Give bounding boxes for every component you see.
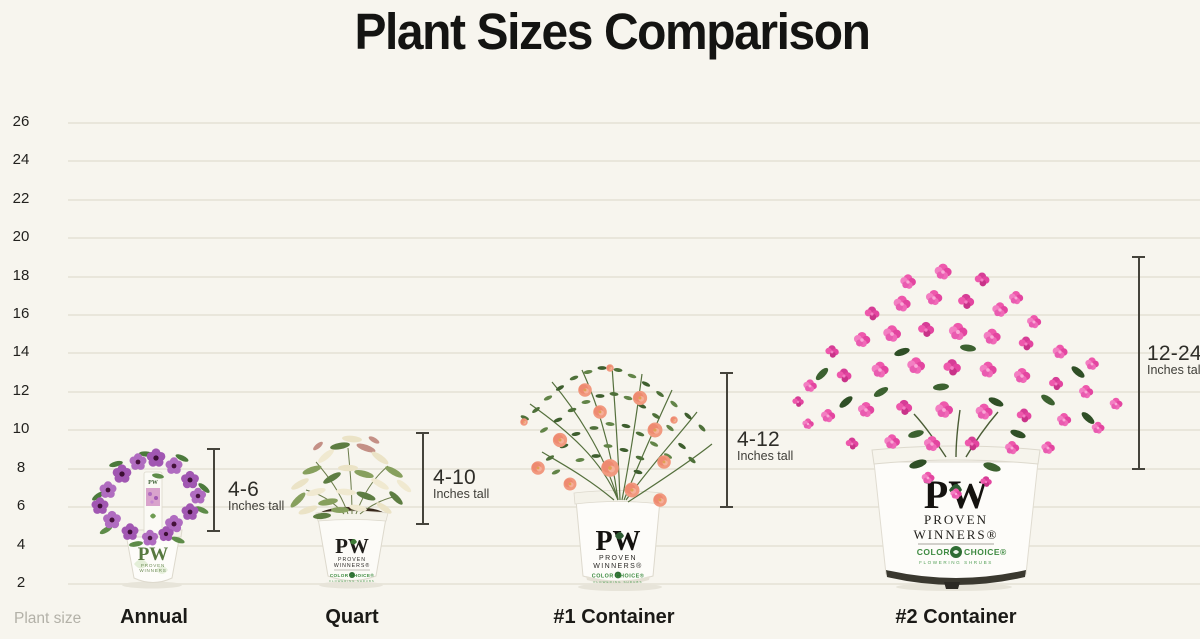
bracket-line: [726, 373, 728, 508]
pot-brand-line1: PROVEN: [924, 512, 988, 527]
plant-photo-quart: PW PROVEN WINNERS® COLOR CHOICE® FLOWERI…: [290, 435, 412, 589]
gridline: [68, 122, 1200, 124]
pot-quart: PW PROVEN WINNERS® COLOR CHOICE® FLOWERI…: [315, 510, 389, 583]
color-choice-leaf-icon: [349, 572, 355, 578]
category-label-quart: Quart: [325, 606, 379, 628]
bracket-bottom-cap: [720, 506, 733, 508]
y-tick-2: 2: [16, 574, 26, 591]
height-range-sublabel: Inches tall: [1147, 363, 1200, 377]
plant-photo-annual: PW PROVEN WINNERS PW: [91, 448, 210, 589]
bracket-line: [1138, 257, 1140, 470]
pot-brand-line1: PROVEN: [141, 563, 165, 568]
pot-logo: PW: [595, 526, 640, 557]
pot-badge-left: COLOR: [917, 547, 950, 557]
y-tick-22: 22: [12, 190, 30, 207]
height-range-sublabel: Inches tall: [228, 499, 285, 513]
x-axis-label: Plant size: [14, 610, 82, 627]
gridline: [68, 352, 1200, 354]
height-range-label: 4-6: [228, 478, 259, 501]
color-choice-leaf-icon: [614, 571, 622, 579]
bracket-bottom-cap: [416, 523, 429, 525]
plant-photo-1-container: PW PROVEN WINNERS® COLOR CHOICE® FLOWERI…: [520, 364, 713, 591]
category-label-annual: Annual: [120, 606, 188, 628]
y-tick-24: 24: [12, 151, 30, 168]
height-range-label: 4-12: [737, 428, 780, 451]
pot-brand-line2: WINNERS®: [913, 527, 998, 542]
height-range-sublabel: Inches tall: [737, 449, 794, 463]
y-tick-16: 16: [12, 305, 30, 322]
y-tick-26: 26: [12, 113, 30, 130]
pot-shadow: [319, 581, 383, 589]
y-tick-6: 6: [16, 497, 26, 514]
category-label-2-container: #2 Container: [895, 606, 1017, 628]
gridline: [68, 391, 1200, 393]
pot-badge-sub: FLOWERING SHRUBS: [919, 560, 993, 565]
pot-badge-right: CHOICE®: [964, 547, 1007, 557]
foliage-quart: [290, 435, 412, 520]
pot-badge-sub: FLOWERING SHRUBS: [329, 579, 374, 583]
y-tick-12: 12: [12, 382, 30, 399]
category-label-1-container: #1 Container: [553, 606, 675, 628]
pot-brand-line1: PROVEN: [338, 557, 366, 563]
height-range-label: 12-24: [1147, 342, 1200, 365]
bracket-bottom-cap: [207, 530, 220, 532]
pot-brand-line2: WINNERS®: [334, 562, 370, 569]
gridline: [68, 314, 1200, 316]
foliage-2-container: [815, 344, 1095, 472]
gridline: [68, 160, 1200, 162]
height-range-sublabel: Inches tall: [433, 487, 490, 501]
tag-logo: PW: [148, 480, 158, 486]
pot-1-container: PW PROVEN WINNERS® COLOR CHOICE® FLOWERI…: [573, 490, 663, 585]
pot-brand-line2: WINNERS: [139, 568, 166, 573]
plant-tag: PW: [143, 471, 163, 535]
pot-logo: PW: [335, 534, 369, 558]
gridline: [68, 276, 1200, 278]
y-tick-8: 8: [16, 459, 26, 476]
y-tick-4: 4: [16, 536, 26, 553]
pot-shadow: [578, 583, 662, 591]
pot-badge-sub: FLOWERING SHRUBS: [593, 580, 642, 584]
pot-badge: COLOR CHOICE®: [592, 573, 644, 580]
pot-shadow: [122, 581, 182, 589]
gridline: [68, 199, 1200, 201]
y-tick-20: 20: [12, 228, 30, 245]
gridline: [68, 237, 1200, 239]
pot-2-container: PW PROVEN WINNERS® COLOR CHOICE® FLOWERI…: [871, 445, 1041, 589]
pot-logo: PW: [138, 544, 169, 565]
bracket-line: [422, 433, 424, 525]
y-tick-14: 14: [12, 343, 30, 360]
page-title: Plant Sizes Comparison: [354, 3, 871, 60]
pot-brand-line1: PROVEN: [599, 555, 637, 562]
bracket-line: [213, 449, 215, 531]
bracket-bottom-cap: [1132, 468, 1145, 470]
pot-annual: PW PROVEN WINNERS: [123, 529, 183, 583]
gridline: [68, 468, 1200, 470]
height-range-label: 4-10: [433, 466, 476, 489]
foliage-1-container: [520, 365, 713, 503]
pot-brand-line2: WINNERS®: [593, 562, 642, 570]
y-tick-18: 18: [12, 267, 30, 284]
foliage-annual: [92, 451, 210, 547]
plant-photo-2-container: PW PROVEN WINNERS® COLOR CHOICE® FLOWERI…: [792, 263, 1123, 591]
pot-badge: COLOR CHOICE®: [330, 572, 375, 578]
y-tick-10: 10: [12, 420, 30, 437]
